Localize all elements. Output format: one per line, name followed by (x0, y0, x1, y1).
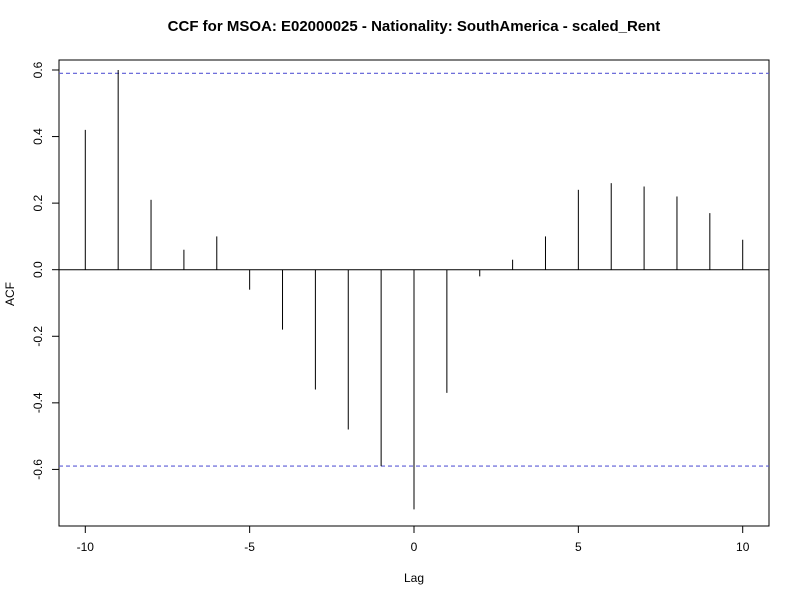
confidence-bounds (59, 72, 769, 467)
y-tick-label: 0.2 (31, 194, 45, 211)
x-tick-label: 10 (736, 540, 750, 554)
y-tick-label: 0.0 (31, 261, 45, 278)
x-axis-label: Lag (404, 571, 424, 585)
x-tick-label: -10 (77, 540, 95, 554)
y-tick-label: -0.4 (31, 392, 45, 413)
y-axis-label: ACF (3, 282, 17, 306)
ccf-spikes (84, 69, 744, 510)
chart-title: CCF for MSOA: E02000025 - Nationality: S… (168, 18, 661, 35)
x-tick-label: 5 (575, 540, 582, 554)
y-tick-label: -0.6 (31, 459, 45, 480)
x-tick-label: 0 (411, 540, 418, 554)
y-tick-label: -0.2 (31, 326, 45, 347)
x-tick-label: -5 (244, 540, 255, 554)
x-axis: -10 -5 0 5 10 (77, 526, 750, 554)
y-axis: -0.6 -0.4 -0.2 0.0 0.2 0.4 0.6 (31, 61, 59, 480)
y-tick-label: 0.4 (31, 128, 45, 145)
y-tick-label: 0.6 (31, 61, 45, 78)
